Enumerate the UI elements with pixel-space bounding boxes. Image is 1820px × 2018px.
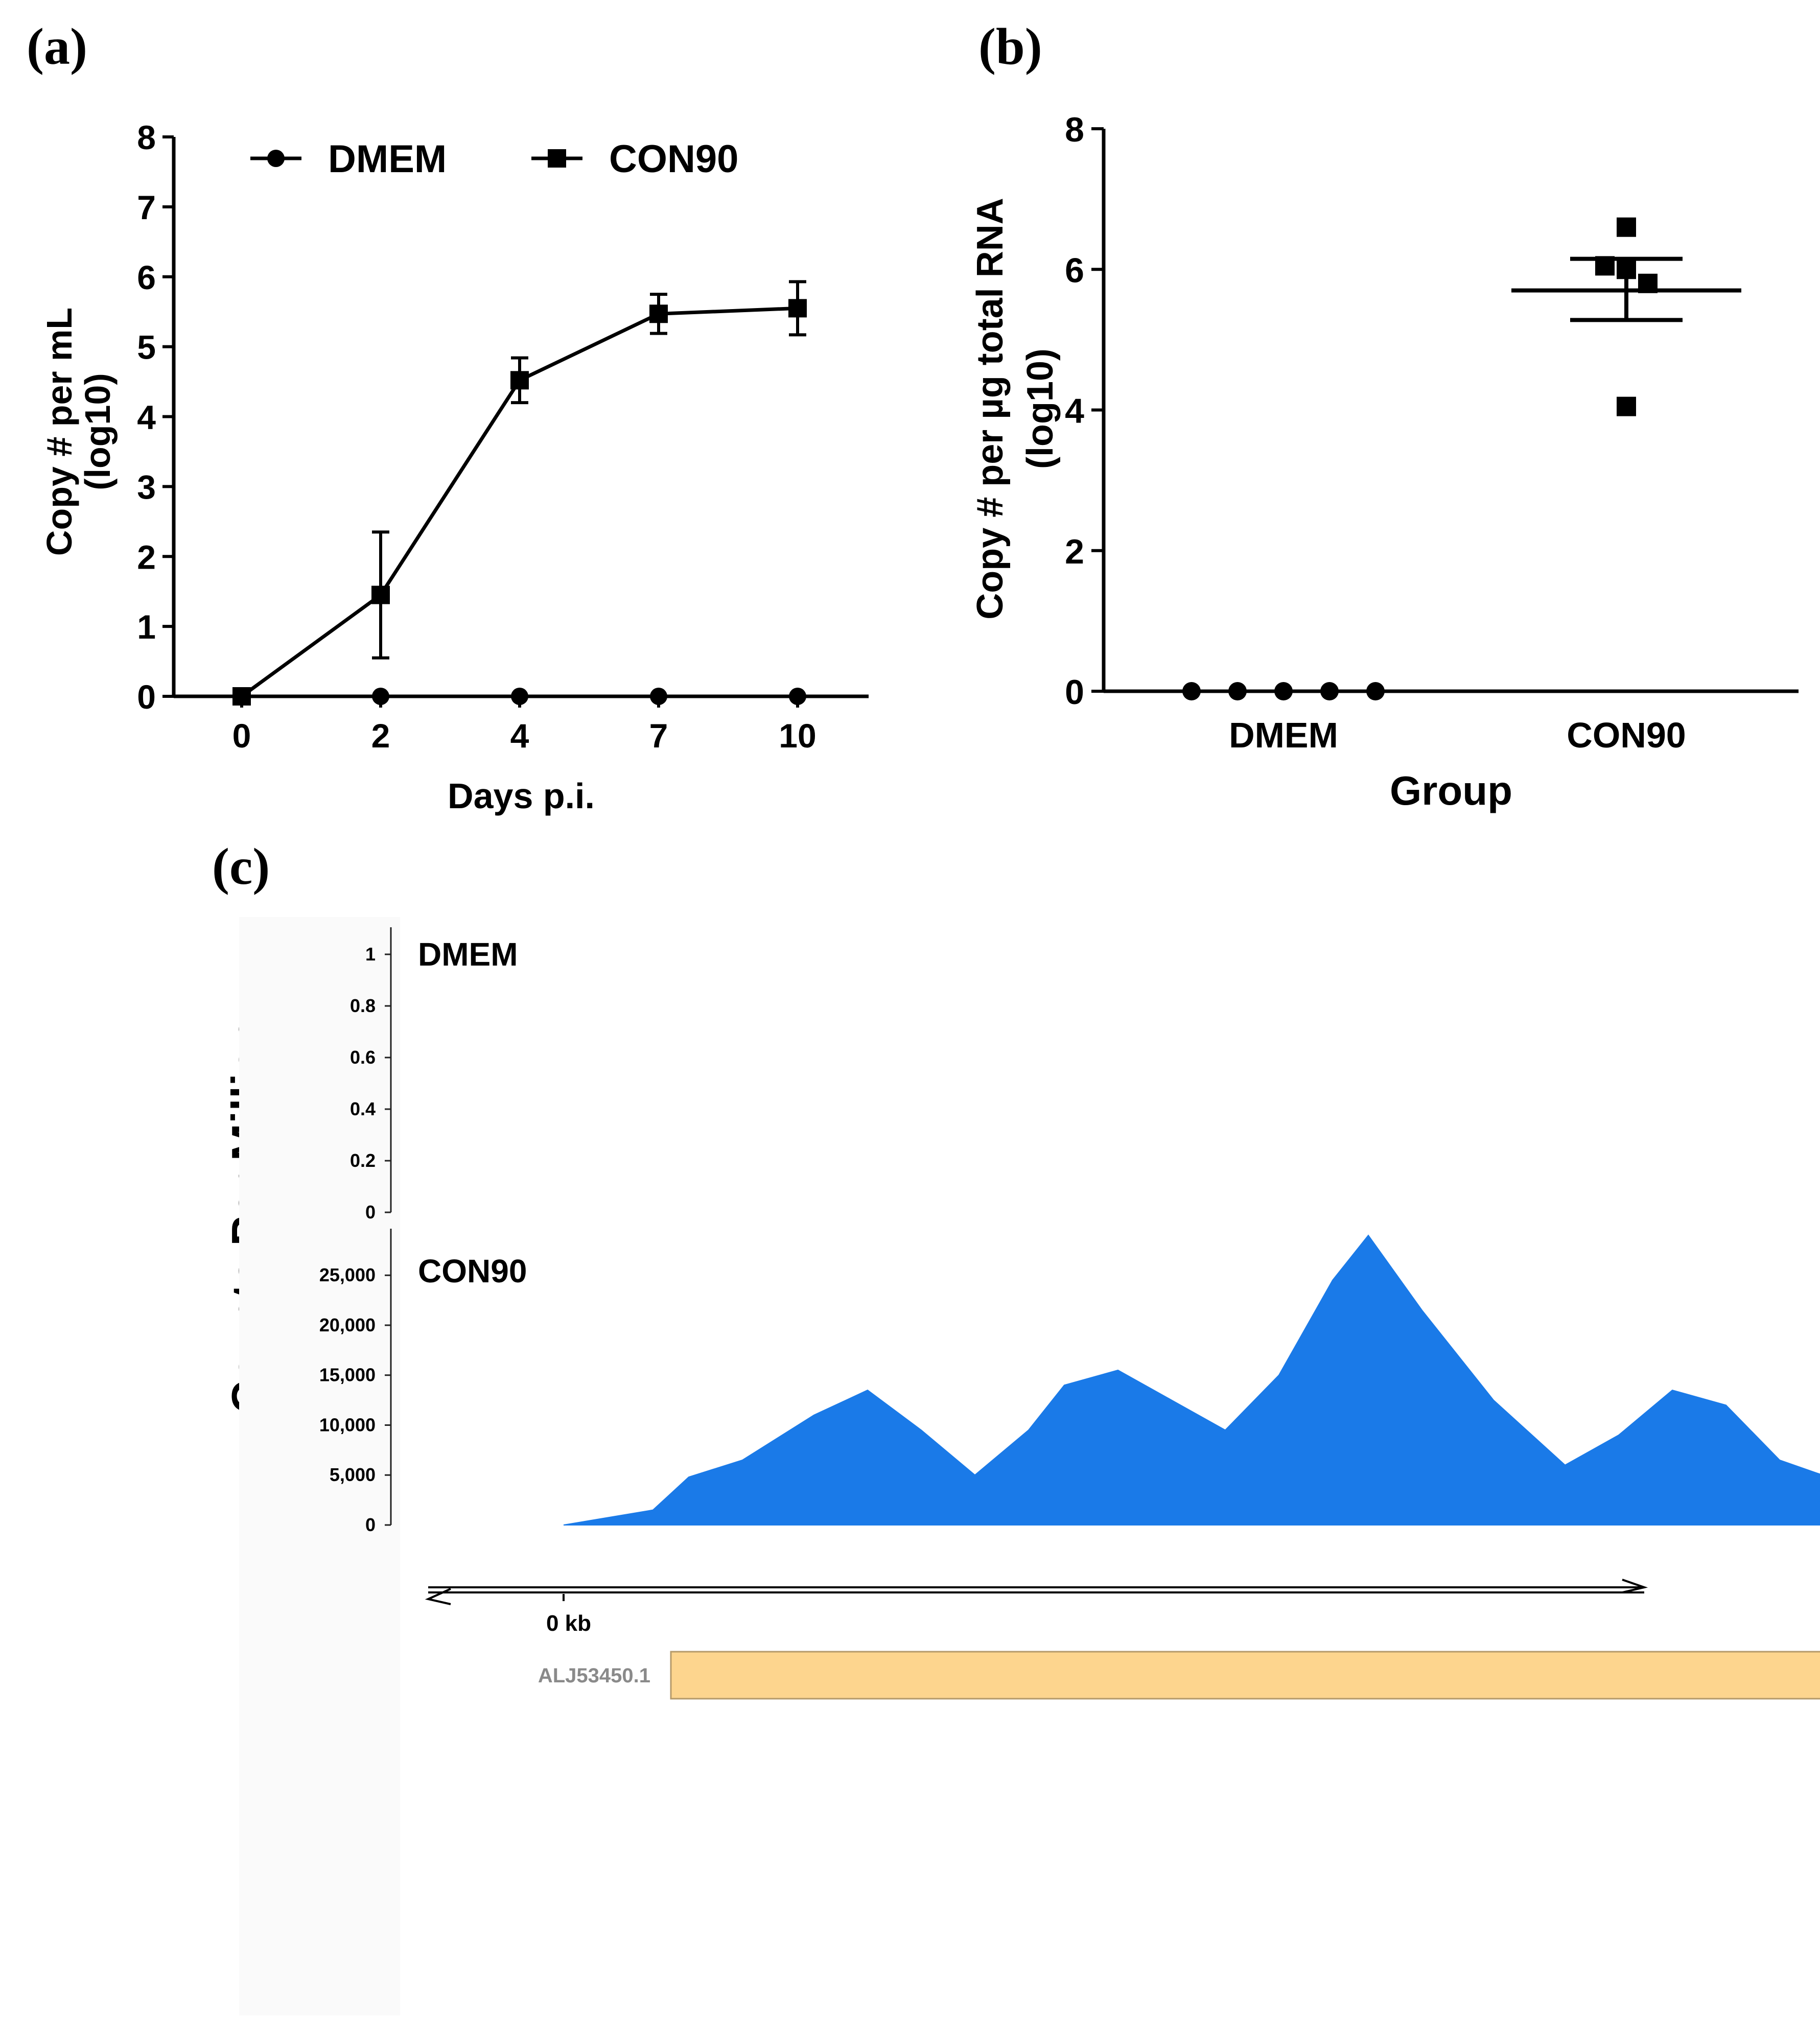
panel-a-x-tick-label: 4 [510, 717, 529, 755]
panel-a-y-tick-label: 4 [137, 398, 156, 436]
panel-a-marks [232, 280, 807, 706]
panel-c-dmem-y-tick-label: 0.8 [350, 995, 376, 1016]
panel-a-y-tick-label: 7 [137, 189, 156, 226]
panel-b-point-dmem [1182, 682, 1201, 700]
panel-c-con90-track-label: CON90 [418, 1253, 527, 1289]
panel-c-dmem-y-tick-label: 0 [365, 1202, 376, 1223]
panel-a-x-tick-label: 2 [371, 717, 390, 755]
panel-a-legend-label: DMEM [328, 137, 447, 181]
panel-b-y-axis-label-line2: (log10) [1020, 348, 1061, 469]
panel-c-scale-tick-label: 0 kb [546, 1611, 591, 1636]
panel-b-y-tick-label: 8 [1065, 110, 1084, 149]
panel-a-x-tick-label: 0 [232, 717, 251, 755]
panel-b-y-axis-label-line1: Copy # per µg total RNA [970, 198, 1011, 620]
panel-b-label: (b) [978, 18, 1042, 76]
panel-c-track-dmem: 0 0.2 0.4 0.6 0.8 1 DMEM [239, 917, 518, 2015]
panel-a-chart: 0 1 2 3 4 5 6 7 8 0 2 4 7 10 DMEM CON90 Days p.i. Copy… [39, 119, 869, 816]
panel-b-point-con90 [1617, 217, 1636, 237]
panel-c-con90-y-tick-label: 10,000 [319, 1414, 376, 1435]
panel-a-point-con90 [510, 371, 529, 390]
panel-b-x-tick-label: CON90 [1567, 715, 1686, 755]
panel-a-x-tick-label: 10 [779, 717, 816, 755]
panel-b-point-dmem [1320, 682, 1339, 700]
panel-a-y-tick-label: 2 [137, 538, 156, 576]
panel-c-con90-y-tick-label: 20,000 [319, 1315, 376, 1335]
panel-c-side-panel [239, 917, 400, 2015]
panel-c-con90-y-tick-label: 5,000 [330, 1464, 376, 1485]
panel-a-point-con90 [371, 585, 390, 604]
panel-c-dmem-y-tick-label: 1 [365, 944, 376, 965]
panel-b-y-tick-label: 6 [1065, 251, 1084, 290]
panel-c-track-con90: 0 5,000 10,000 15,000 20,000 25,000 CON90 [319, 1229, 1820, 1535]
panel-c-dmem-y-tick-label: 0.4 [350, 1098, 376, 1119]
panel-b-point-dmem [1228, 682, 1247, 700]
panel-c-coverage-area [563, 1234, 1820, 1526]
panel-b-marks [1182, 217, 1741, 700]
panel-c-gene-label: ALJ53450.1 [538, 1664, 650, 1687]
panel-c-scale-arrow-left [425, 1588, 451, 1605]
panel-a-y-axis-label-line1: Copy # per mL [39, 308, 79, 556]
panel-a-point-dmem [372, 688, 389, 705]
panel-b-y-tick-label: 4 [1065, 392, 1084, 431]
panel-c-genome-scale: 0 kb5 kb10 kb15 kb [425, 1579, 1648, 1636]
panel-a-point-dmem [789, 688, 806, 705]
panel-c-scale-arrow-right [1622, 1579, 1648, 1593]
panel-a-point-dmem [511, 688, 528, 705]
panel-a-point-con90 [649, 304, 668, 323]
panel-a-y-tick-label: 8 [137, 119, 156, 156]
panel-c-dmem-y-tick-label: 0.6 [350, 1047, 376, 1068]
panel-c-con90-y-tick-label: 15,000 [319, 1365, 376, 1386]
panel-a-point-con90 [232, 687, 251, 706]
panel-b-point-dmem [1274, 682, 1293, 700]
panel-a-x-tick-label: 7 [649, 717, 668, 755]
panel-a-y-tick-label: 0 [137, 678, 156, 716]
panel-a-x-axis-label: Days p.i. [448, 776, 595, 816]
panel-c-con90-y-tick-label: 25,000 [319, 1264, 376, 1285]
panel-a-legend-marker [548, 149, 566, 168]
panel-b-axes: 0 2 4 6 8 DMEM CON90 [1065, 110, 1799, 755]
panel-b-point-dmem [1366, 682, 1385, 700]
panel-b-point-con90 [1617, 396, 1636, 416]
panel-b-y-tick-label: 2 [1065, 532, 1084, 571]
panel-a-legend-marker [267, 150, 285, 167]
panel-c-con90-y-tick-label: 0 [365, 1514, 376, 1535]
panel-a-legend: DMEM CON90 [250, 137, 738, 181]
panel-b-x-tick-label: DMEM [1229, 715, 1338, 755]
panel-b-x-axis-label: Group [1390, 768, 1512, 813]
panel-c-gene-track: ALJ53450.1ALJ53452.1ALJ53451.1ALJ53457.1… [538, 1651, 1820, 1700]
panel-a-y-tick-label: 5 [137, 328, 156, 366]
panel-a-y-tick-label: 6 [137, 259, 156, 296]
panel-a-legend-label: CON90 [609, 137, 738, 181]
panel-c-dmem-y-tick-label: 0.2 [350, 1150, 376, 1171]
panel-c-dmem-track-label: DMEM [418, 936, 518, 973]
panel-a-y-tick-label: 1 [137, 608, 156, 646]
panel-a-point-con90 [788, 299, 807, 318]
panel-c-gene-box [670, 1651, 1820, 1700]
panel-c-label: (c) [212, 838, 270, 896]
panel-b-chart: 0 2 4 6 8 DMEM CON90 Group Copy # per µg total… [970, 110, 1799, 813]
panel-a-y-tick-label: 3 [137, 468, 156, 506]
panel-a-axes: 0 1 2 3 4 5 6 7 8 0 2 4 7 10 [137, 119, 869, 755]
panel-a-point-dmem [650, 688, 667, 705]
panel-a-y-axis-label-line2: (log10) [78, 373, 118, 490]
panel-a-label: (a) [27, 18, 87, 76]
panel-b-y-tick-label: 0 [1065, 673, 1084, 712]
